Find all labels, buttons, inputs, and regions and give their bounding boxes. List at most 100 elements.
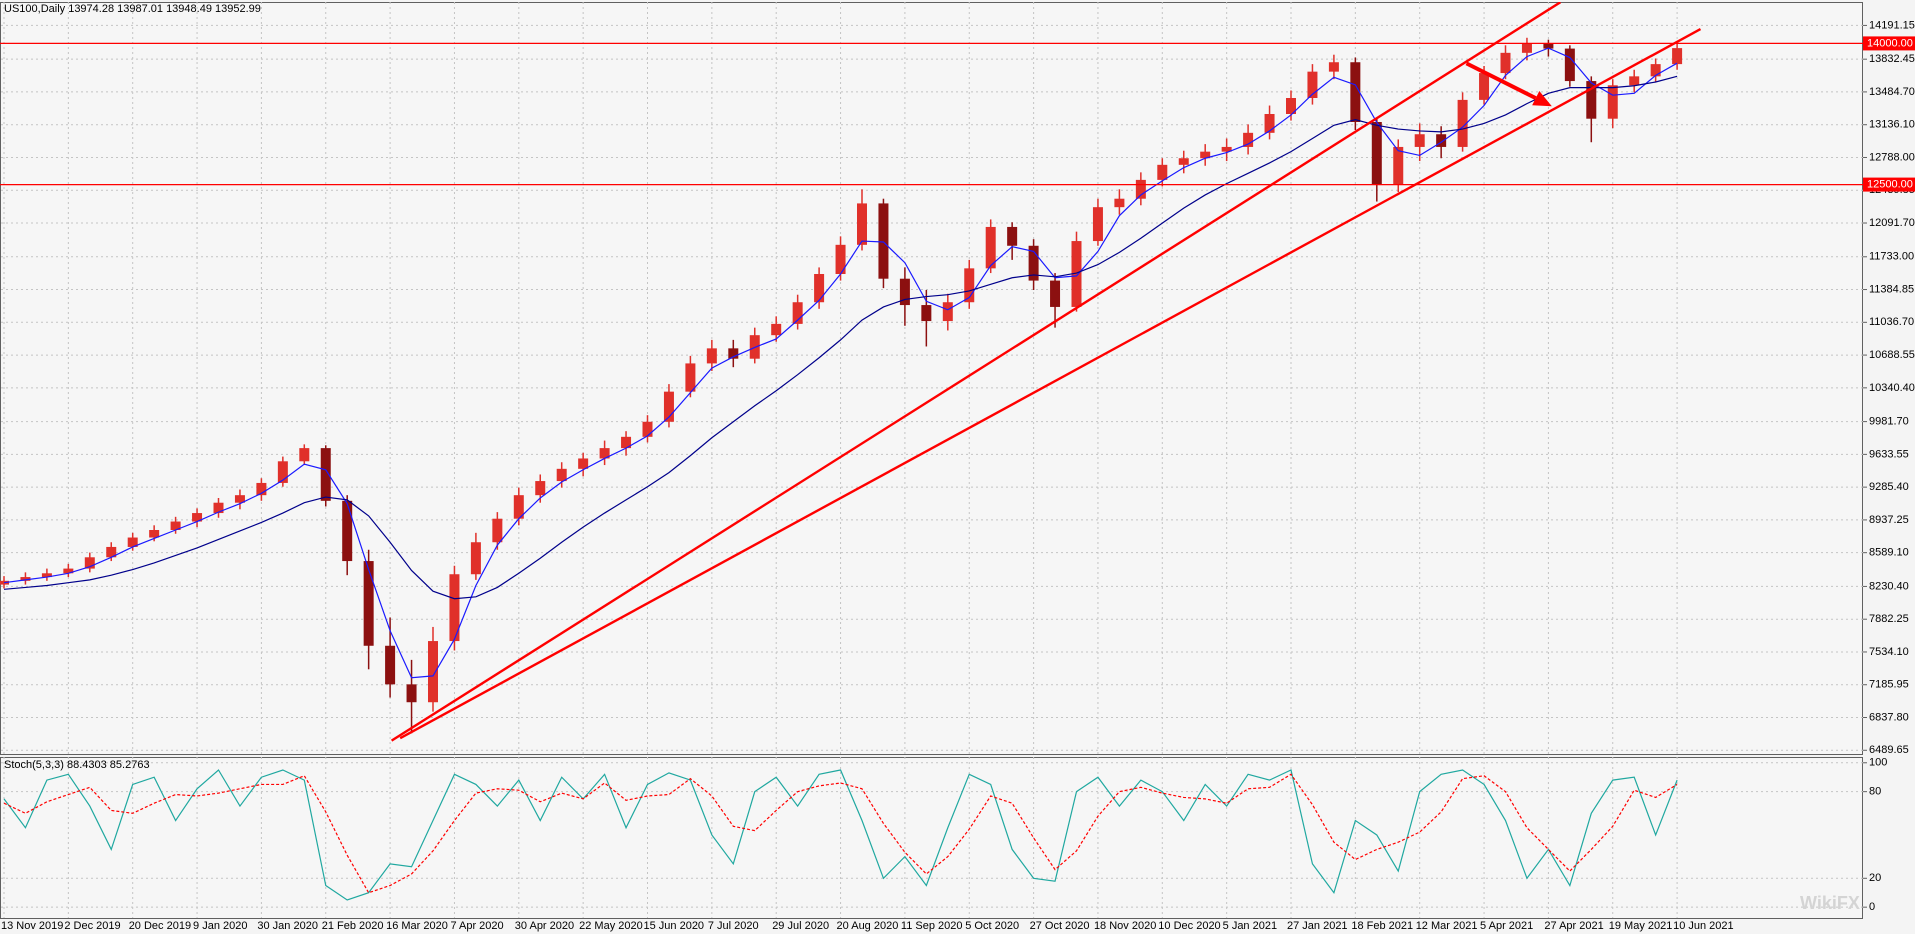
x-tick-label: 29 Jul 2020 <box>772 920 829 932</box>
candle-body <box>792 302 803 324</box>
candle-body <box>621 436 632 449</box>
x-tick-label: 20 Dec 2019 <box>129 920 191 932</box>
stoch-label: Stoch(5,3,3) 88.4303 85.2763 <box>4 759 150 771</box>
x-tick-label: 7 Apr 2020 <box>450 920 503 932</box>
x-tick-label: 20 Aug 2020 <box>837 920 899 932</box>
candle-body <box>513 495 524 519</box>
candle-body <box>41 573 52 578</box>
stoch-plot <box>3 769 1678 901</box>
candle-body <box>106 546 117 558</box>
candle-body <box>556 468 567 482</box>
candle-body <box>1457 99 1468 147</box>
y-tick-label: 6489.65 <box>1869 744 1909 756</box>
y-tick-label: 6837.80 <box>1869 711 1909 723</box>
x-tick-label: 30 Apr 2020 <box>515 920 574 932</box>
candle-body <box>1264 114 1275 133</box>
y-tick-label: 12788.00 <box>1869 151 1915 163</box>
arrow-shaft <box>1465 61 1537 100</box>
candle-body <box>192 513 203 522</box>
candle-body <box>1650 64 1661 77</box>
candle-body <box>1178 158 1189 165</box>
candle-body <box>1071 241 1082 307</box>
candle-body <box>1479 73 1490 100</box>
candle-body <box>1672 48 1683 65</box>
candle-body <box>20 577 31 581</box>
candle-body <box>835 244 846 274</box>
x-tick-label: 27 Apr 2021 <box>1544 920 1603 932</box>
candle-body <box>1500 52 1511 74</box>
x-tick-label: 9 Jan 2020 <box>193 920 247 932</box>
trend-line <box>399 28 1702 740</box>
x-tick-label: 16 Mar 2020 <box>386 920 448 932</box>
candle-body <box>964 268 975 303</box>
candle-body <box>1564 48 1575 82</box>
candle-body <box>149 530 160 538</box>
candle-body <box>1607 85 1618 119</box>
candle-body <box>470 542 481 575</box>
y-tick-label: 20 <box>1869 872 1881 884</box>
x-tick-label: 7 Jul 2020 <box>708 920 759 932</box>
candle-body <box>1586 81 1597 119</box>
candle-body <box>63 568 74 574</box>
candle-body <box>921 305 932 322</box>
candle-body <box>878 203 889 279</box>
candle-body <box>1114 198 1125 208</box>
y-tick-label: 7534.10 <box>1869 646 1909 658</box>
x-tick-label: 5 Apr 2021 <box>1480 920 1533 932</box>
candle-body <box>728 348 739 359</box>
candle-body <box>406 684 417 703</box>
candle-body <box>1521 43 1532 53</box>
y-tick-label: 11384.85 <box>1869 283 1914 295</box>
candle-body <box>1393 146 1404 185</box>
candle-body <box>1050 280 1061 307</box>
x-tick-label: 10 Dec 2020 <box>1158 920 1220 932</box>
candle-body <box>1157 164 1168 180</box>
moving-average <box>3 47 1678 679</box>
watermark: WikiFX <box>1800 893 1860 913</box>
stoch-panel <box>0 757 1863 919</box>
x-tick-label: 19 May 2021 <box>1609 920 1673 932</box>
x-tick-label: 5 Jan 2021 <box>1223 920 1277 932</box>
candle-body <box>363 561 374 646</box>
candle-body <box>771 323 782 336</box>
x-tick-label: 10 Jun 2021 <box>1673 920 1734 932</box>
x-tick-label: 11 Sep 2020 <box>901 920 963 932</box>
x-tick-label: 21 Feb 2020 <box>322 920 384 932</box>
y-tick-label: 8937.25 <box>1869 514 1909 526</box>
candle-body <box>1629 76 1640 86</box>
x-tick-label: 22 May 2020 <box>579 920 643 932</box>
y-tick-label: 11036.70 <box>1869 316 1914 328</box>
x-tick-label: 27 Jan 2021 <box>1287 920 1348 932</box>
candle-body <box>1200 151 1211 159</box>
candle-body <box>857 203 867 245</box>
candle-body <box>170 521 181 530</box>
candle-body <box>492 518 503 543</box>
y-tick-label: 14191.15 <box>1869 19 1915 31</box>
candle-body <box>277 461 288 483</box>
candle-body <box>234 495 245 503</box>
candle-body <box>642 421 653 437</box>
candle-body <box>1414 134 1425 147</box>
candle-body <box>449 574 460 642</box>
candle-body <box>1243 132 1254 147</box>
y-tick-label: 8230.40 <box>1869 580 1909 592</box>
x-tick-label: 12 Mar 2021 <box>1416 920 1478 932</box>
main-panel <box>0 2 1863 755</box>
candle-body <box>1092 207 1103 242</box>
candle-body <box>1436 134 1447 147</box>
y-tick-label: 10688.55 <box>1869 349 1915 361</box>
x-tick-label: 13 Nov 2019 <box>1 920 63 932</box>
candle-body <box>1286 98 1296 114</box>
candle-body <box>385 645 396 685</box>
candle-body <box>84 557 95 569</box>
y-tick-label: 7882.25 <box>1869 613 1909 625</box>
y-tick-label: 9285.40 <box>1869 481 1909 493</box>
arrow-head <box>1532 90 1552 107</box>
candle-body <box>256 482 267 496</box>
main-plot <box>0 2 1863 742</box>
y-tick-label: 9633.55 <box>1869 448 1909 460</box>
level-label-box <box>1863 177 1915 192</box>
chart-header: US100,Daily 13974.28 13987.01 13948.49 1… <box>4 3 261 15</box>
candle-body <box>814 274 825 303</box>
